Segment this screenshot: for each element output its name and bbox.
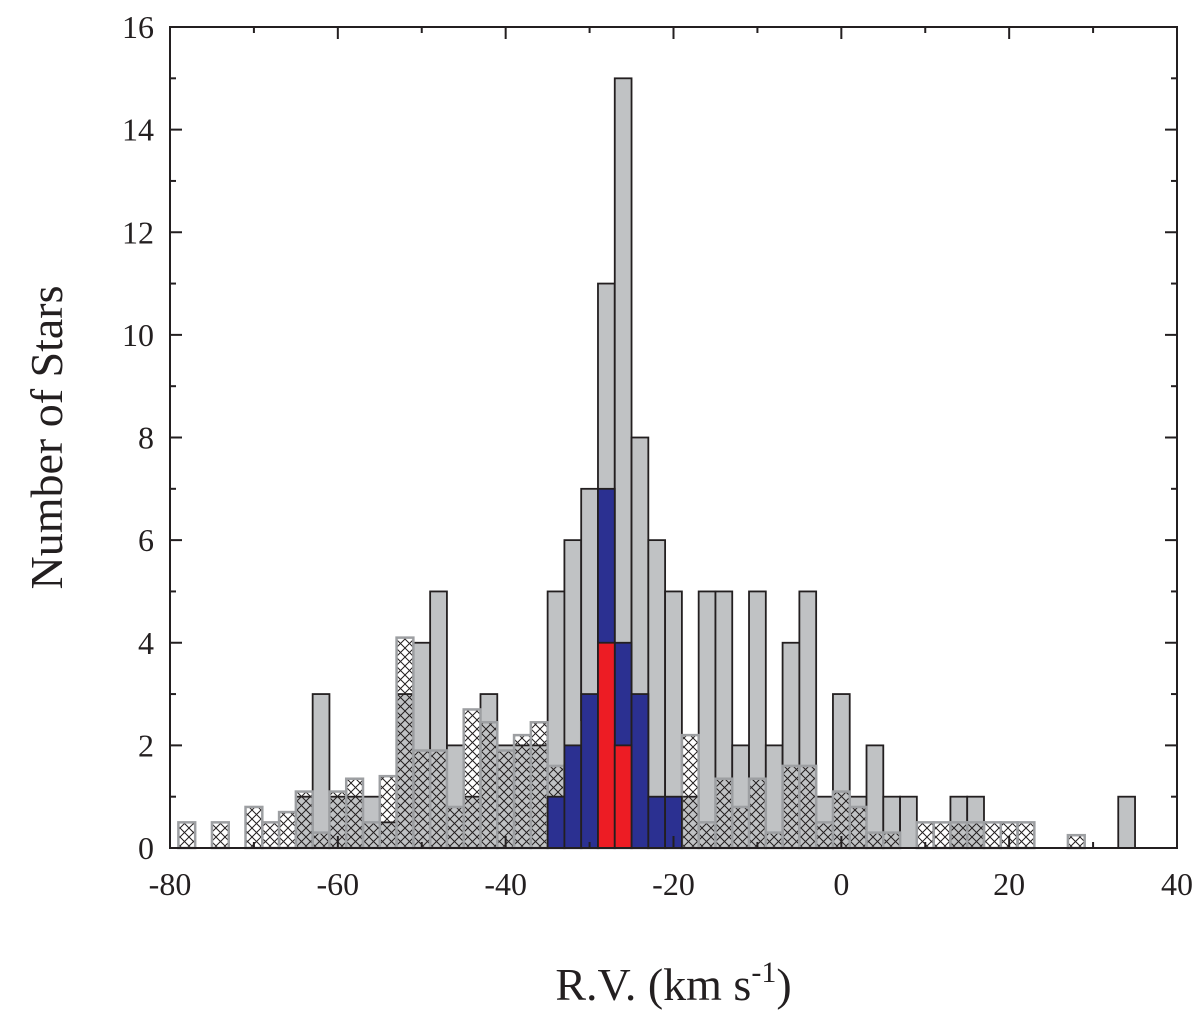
red-filled-bar (613, 744, 633, 849)
crosshatch-outline-bar (1066, 833, 1086, 850)
crosshatch-outline-bar (177, 821, 197, 850)
gray-filled-bar (697, 590, 717, 849)
crosshatch-outline-bar (730, 805, 751, 850)
blue-filled-bar (630, 693, 650, 849)
crosshatch-outline-bar (344, 777, 365, 850)
crosshatch-outline-bar (814, 821, 835, 850)
y-tick-label: 6 (138, 522, 154, 558)
crosshatch-outline-bar (747, 777, 768, 850)
y-tick-label: 8 (138, 420, 154, 456)
crosshatch-outline-bar (277, 810, 298, 850)
crosshatch-outline-bar (697, 821, 717, 850)
crosshatch-outline-bar (848, 805, 868, 850)
x-axis-title-close: ) (776, 959, 791, 1010)
crosshatch-outline-bar (882, 831, 902, 850)
crosshatch-outline-bar (294, 790, 314, 850)
crosshatch-outline-bar (965, 821, 986, 850)
crosshatch-outline-bar (1016, 821, 1036, 850)
crosshatch-outline-bar (412, 749, 432, 850)
y-tick-label: 0 (138, 830, 154, 866)
gray-histogram-bars (294, 77, 1136, 849)
crosshatch-outline-bar (512, 733, 533, 850)
blue-filled-bar (580, 693, 599, 849)
crosshatch-outline-bar (361, 821, 382, 850)
blue-filled-bar (546, 795, 566, 849)
crosshatch-outline-bar (496, 749, 516, 850)
x-tick-labels: -80 -60 -40 -20 0 20 40 (149, 866, 1193, 902)
crosshatch-outline-bar (949, 821, 969, 850)
crosshatch-outline-bar (244, 805, 264, 850)
crosshatch-outline-bar (445, 805, 465, 850)
x-tick-label: -40 (484, 866, 527, 902)
gray-filled-bar (311, 693, 331, 849)
crosshatch-outline-bar (680, 733, 700, 850)
x-axis-title-main: R.V. (km s (555, 959, 751, 1010)
crosshatch-outline-bar (714, 777, 734, 850)
x-axis-title-superscript: -1 (751, 956, 776, 989)
x-tick-label: 20 (993, 866, 1025, 902)
y-tick-label: 10 (122, 317, 154, 353)
y-tick-label: 4 (138, 625, 154, 661)
crosshatch-outline-bar (982, 821, 1003, 850)
x-tick-label: 40 (1161, 866, 1193, 902)
crosshatch-outline-bar (932, 821, 952, 850)
crosshatch-outline-bar (261, 821, 281, 850)
x-tick-label: -60 (317, 866, 360, 902)
x-tick-label: 0 (833, 866, 849, 902)
crosshatch-outline-bar (210, 821, 230, 850)
crosshatch-outline-bar (781, 764, 801, 850)
y-tick-label: 14 (122, 112, 154, 148)
red-histogram-bars (597, 641, 633, 849)
crosshatch-outline-bar (395, 636, 415, 850)
crosshatch-outline-bar (311, 831, 331, 850)
red-filled-bar (597, 641, 616, 849)
crosshatch-outline-bar (462, 708, 482, 850)
crosshatch-outline-bar (764, 831, 784, 850)
crosshatch-outline-bar (479, 721, 499, 850)
blue-filled-bar (563, 744, 583, 849)
crosshatch-outline-bar (865, 831, 885, 850)
y-tick-label: 2 (138, 727, 154, 763)
y-tick-label: 16 (122, 9, 154, 45)
crosshatch-outline-bar (798, 764, 818, 850)
gray-filled-bar (899, 795, 918, 849)
crosshatch-outline-bar (378, 774, 398, 850)
x-tick-label: -20 (652, 866, 695, 902)
x-tick-label: -80 (149, 866, 192, 902)
blue-filled-bar (647, 795, 667, 849)
axis-ticks (169, 26, 1178, 849)
y-tick-label: 12 (122, 214, 154, 250)
x-axis-title: R.V. (km s-1) (555, 956, 791, 1010)
crosshatch-outline-bar (529, 721, 549, 850)
y-tick-labels: 0 2 4 6 8 10 12 14 16 (122, 9, 154, 866)
gray-filled-bar (1117, 795, 1136, 849)
crosshatch-outline-bar (428, 749, 449, 850)
y-axis-title: Number of Stars (21, 285, 72, 589)
